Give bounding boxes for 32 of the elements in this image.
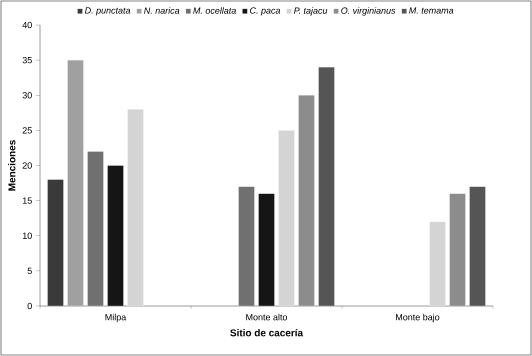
legend-label: M. ocellata (193, 7, 236, 14)
y-tick-label: 30 (22, 92, 32, 98)
legend-label: D. punctata (84, 7, 130, 16)
y-axis-title: Menciones (8, 140, 16, 191)
bar (87, 151, 104, 306)
bar (107, 165, 124, 306)
y-tick-label: 5 (28, 268, 32, 274)
y-tick-label: 15 (22, 197, 32, 204)
bar (278, 130, 295, 306)
x-tick-label: Monte alto (246, 314, 288, 320)
y-tick-label: 20 (22, 162, 32, 169)
legend-label: M. temama (409, 7, 454, 14)
legend-label: C. paca (250, 7, 280, 16)
x-tick-label: Monte bajo (396, 314, 440, 322)
bar (298, 95, 315, 306)
bar (318, 67, 335, 306)
y-tick-label: 0 (28, 302, 32, 310)
bar (127, 109, 144, 306)
bar (449, 193, 466, 306)
x-axis-title: Sitio de cacería (230, 328, 304, 336)
legend-label: O. virginianus (341, 7, 396, 16)
bar (469, 186, 486, 306)
bar (429, 222, 446, 306)
y-tick-label: 35 (22, 56, 32, 64)
x-tick-label: Milpa (106, 314, 126, 322)
y-tick-label: 10 (22, 232, 32, 239)
bar (258, 193, 275, 306)
legend-label: N. narica (144, 7, 180, 14)
y-tick-label: 40 (22, 22, 32, 28)
y-tick-label: 25 (22, 127, 32, 134)
legend-label: P. tajacu (294, 7, 328, 16)
bar (238, 186, 255, 306)
